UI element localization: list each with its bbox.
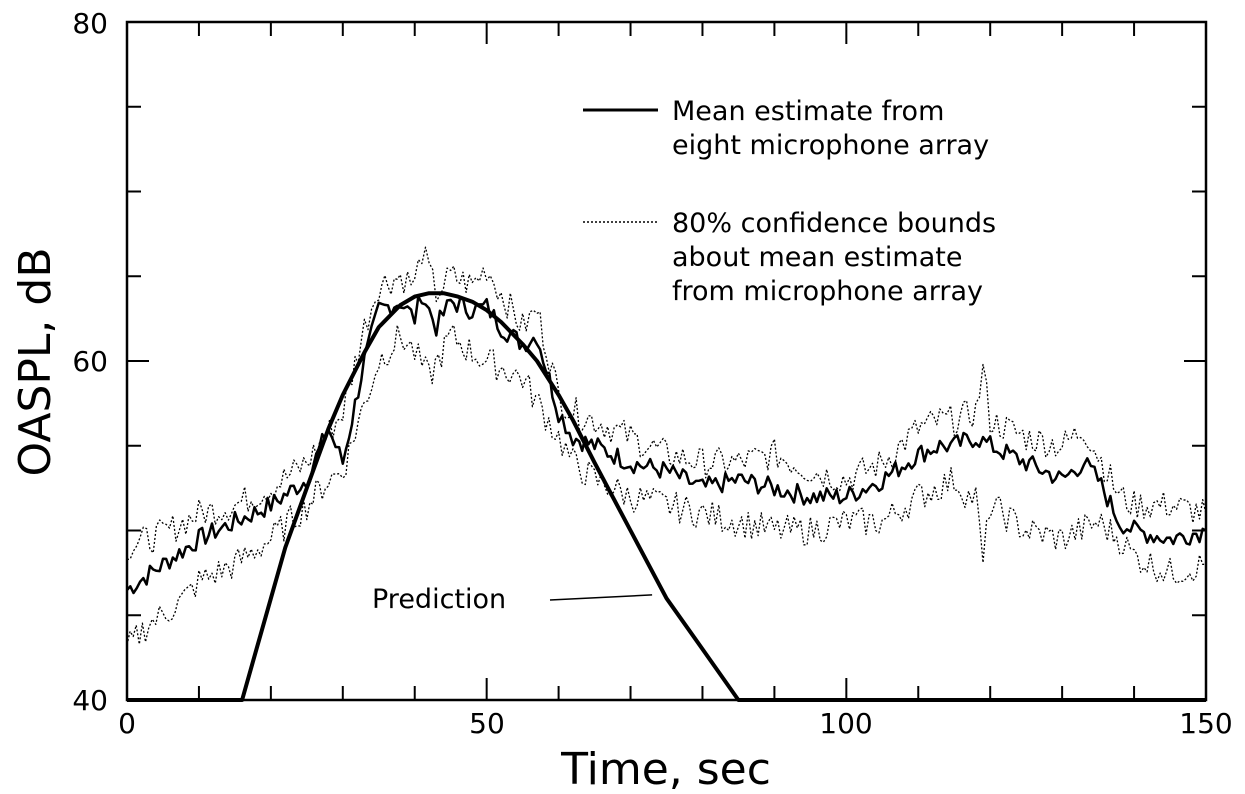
prediction-label: Prediction [372, 584, 506, 615]
series-line-2 [126, 324, 1207, 646]
legend-label-mean-line1: Mean estimate from [672, 96, 944, 127]
series-line-3 [127, 291, 1206, 702]
plot-area [125, 20, 1208, 702]
y-axis-title: OASPL, dB [10, 247, 61, 476]
legend-label-bounds-line3: from microphone array [672, 276, 983, 307]
x-tick-label-150: 150 [1179, 707, 1232, 740]
legend: Mean estimate from eight microphone arra… [583, 96, 996, 307]
x-tick-label-100: 100 [819, 707, 872, 740]
legend-label-mean-line2: eight microphone array [672, 130, 989, 161]
series-line-1 [126, 246, 1207, 561]
prediction-annotation: Prediction [372, 584, 653, 615]
y-tick-label-60: 60 [72, 345, 108, 378]
legend-label-bounds-line2: about mean estimate [672, 242, 962, 273]
legend-label-bounds-line1: 80% confidence bounds [672, 208, 996, 239]
x-axis-title: Time, sec [560, 744, 771, 794]
x-tick-label-0: 0 [118, 707, 136, 740]
x-tick-label-50: 50 [469, 707, 505, 740]
y-tick-label-40: 40 [72, 684, 108, 717]
series-layer [126, 246, 1207, 702]
axis-ticks [126, 21, 1207, 701]
y-tick-label-80: 80 [72, 7, 108, 40]
prediction-leader-line [549, 594, 653, 601]
